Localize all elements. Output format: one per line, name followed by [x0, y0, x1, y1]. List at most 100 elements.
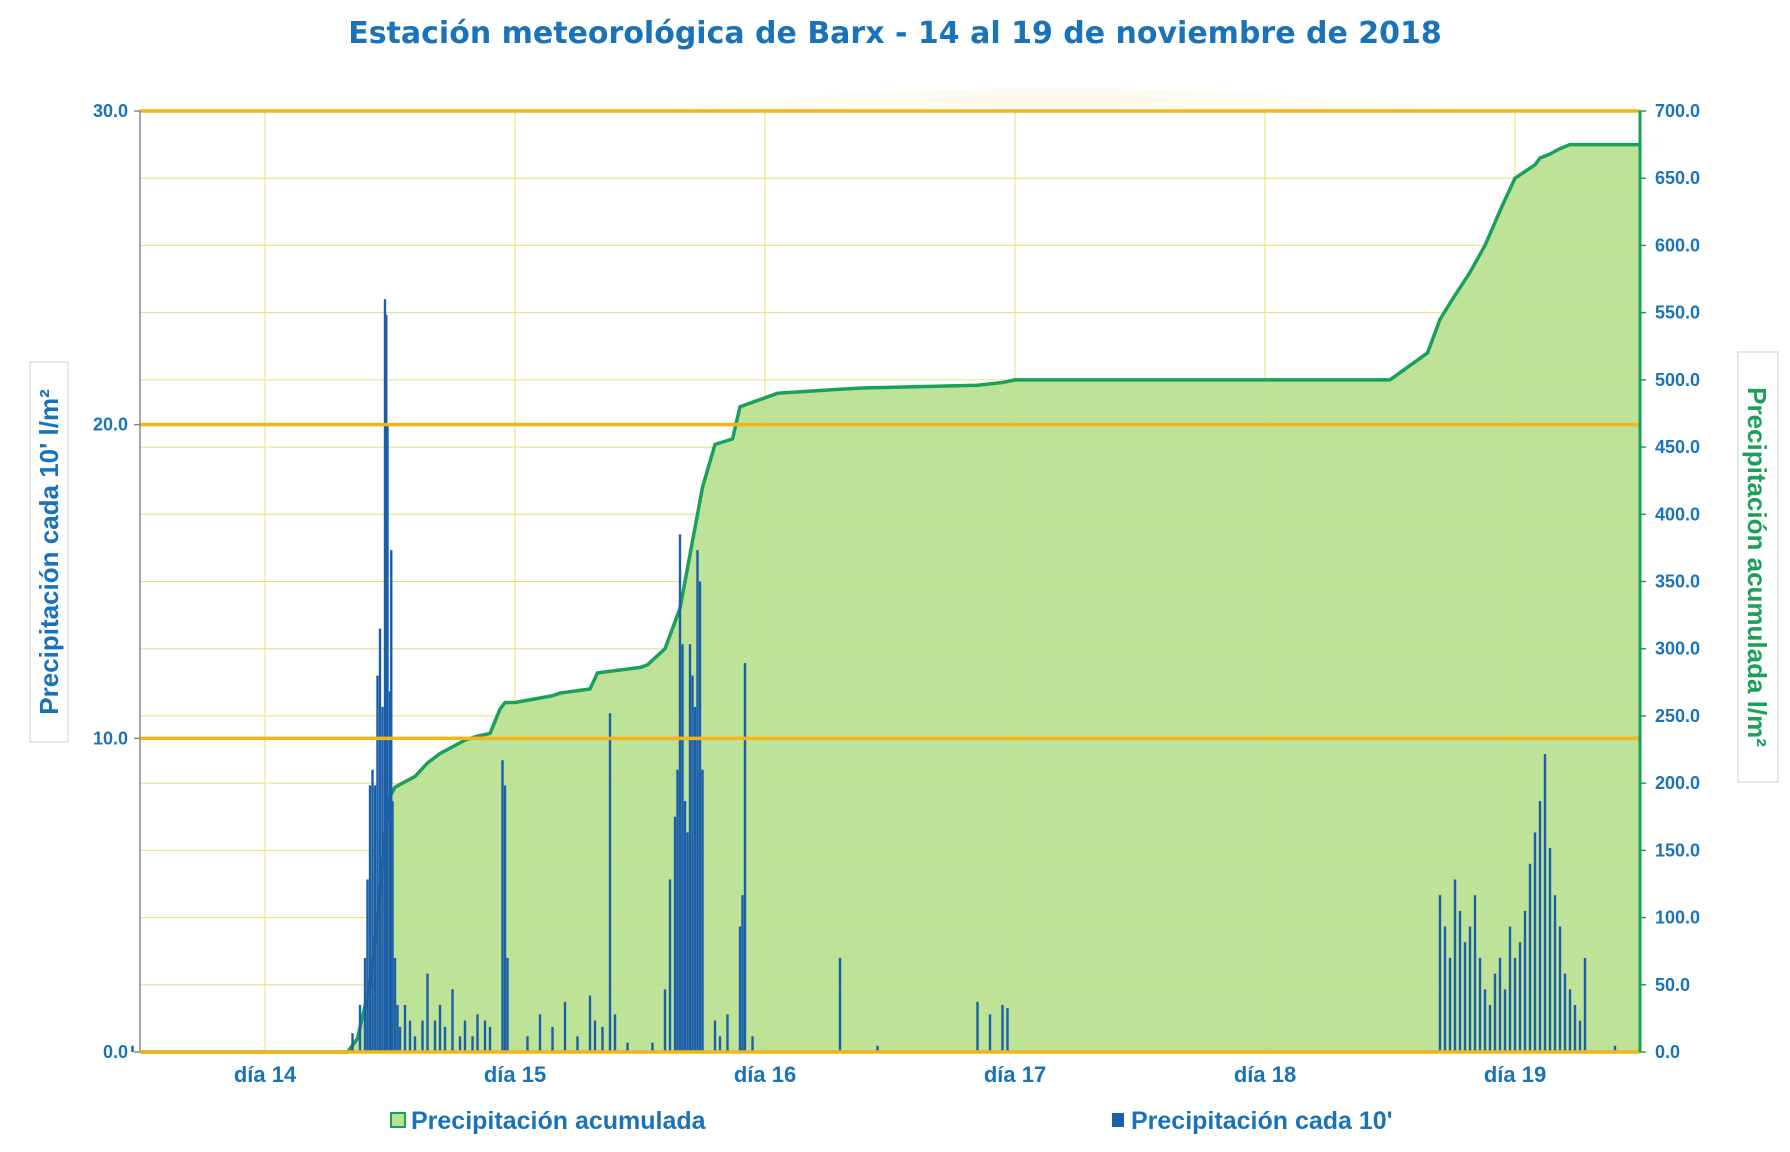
y-right-tick-label: 700.0 [1655, 101, 1700, 121]
precip-bar [396, 1004, 399, 1052]
precip-bar [1533, 832, 1537, 1052]
precip-bar [1458, 910, 1462, 1052]
precip-bar [726, 1014, 729, 1052]
precip-bar [683, 801, 687, 1052]
precip-bar [838, 957, 842, 1052]
precip-bar [363, 957, 367, 1052]
precip-bar [501, 760, 504, 1052]
precip-bar [1573, 1004, 1577, 1052]
precip-bar [1468, 926, 1472, 1052]
precip-bar [613, 1014, 617, 1052]
legend-label-accumulated: Precipitación acumulada [411, 1107, 707, 1135]
precip-bar [1548, 848, 1552, 1052]
y-right-tick-label: 400.0 [1655, 504, 1700, 524]
precip-bar [691, 675, 694, 1052]
precip-bar [391, 801, 394, 1052]
precip-bar [451, 989, 454, 1052]
precip-bar [503, 785, 507, 1052]
precip-bar [1513, 957, 1517, 1052]
precip-bar [1563, 973, 1567, 1052]
precip-bar [443, 1026, 447, 1052]
y-right-tick-label: 100.0 [1655, 908, 1700, 928]
cumulative-area-fill [140, 144, 1640, 1052]
precip-bar [988, 1014, 992, 1052]
y-right-tick-label: 300.0 [1655, 639, 1700, 659]
precip-bar [588, 995, 592, 1052]
precip-bar [383, 299, 387, 1052]
precip-bar [471, 1036, 474, 1052]
precip-bar [463, 1020, 467, 1052]
precip-bar [576, 1036, 579, 1052]
y-right-tick-label: 150.0 [1655, 840, 1700, 860]
y-left-tick-label: 10.0 [93, 728, 128, 748]
precip-bar [378, 628, 382, 1052]
precip-bar [1503, 989, 1507, 1052]
precip-bar [1488, 1004, 1492, 1052]
precip-bar [743, 663, 747, 1052]
precip-bar [693, 706, 697, 1052]
precip-bar [1448, 957, 1452, 1052]
precip-bar [1518, 942, 1522, 1052]
precip-bar [371, 769, 374, 1052]
y-left-tick-label: 20.0 [93, 415, 128, 435]
y-right-tick-label: 550.0 [1655, 303, 1700, 323]
precip-bar [368, 785, 372, 1052]
legend-swatch-ten-minute [1112, 1113, 1124, 1127]
precip-bar [1478, 957, 1482, 1052]
precip-bar [696, 550, 699, 1052]
precip-bar [701, 769, 704, 1052]
y-right-tick-label: 600.0 [1655, 235, 1700, 255]
legend-label-ten-minute: Precipitación cada 10' [1131, 1107, 1393, 1135]
y-left-axis-label: Precipitación cada 10' l/m² [34, 389, 64, 715]
precip-bar [1558, 926, 1562, 1052]
y-right-tick-label: 350.0 [1655, 572, 1700, 592]
precip-bar [698, 581, 702, 1052]
precip-bar [626, 1042, 629, 1052]
y-right-tick-label: 500.0 [1655, 370, 1700, 390]
precip-bar [398, 1026, 402, 1052]
precip-bar [563, 1001, 567, 1052]
precip-bar [1613, 1045, 1617, 1052]
left-axis-ticks: 0.0 10.0 20.0 30.0 [93, 101, 140, 1062]
y-left-tick-label: 30.0 [93, 101, 128, 121]
y-right-tick-label: 200.0 [1655, 773, 1700, 793]
legend-swatch-accumulated [390, 1112, 406, 1128]
precip-bar [1443, 926, 1447, 1052]
precip-bar [403, 1004, 407, 1052]
precip-bar [651, 1042, 654, 1052]
x-axis-ticks: día 14 día 15 día 16 día 17 día 18 día 19 [234, 1062, 1546, 1087]
precip-bar [526, 1036, 529, 1052]
precip-bar [1001, 1004, 1004, 1052]
precip-bar [408, 1020, 412, 1052]
precip-bar [718, 1036, 722, 1052]
x-tick-label: día 18 [1234, 1062, 1296, 1087]
precip-bar [1473, 895, 1477, 1052]
precip-bar [681, 644, 684, 1052]
precip-bar [1538, 801, 1542, 1052]
precip-bar [1523, 910, 1527, 1052]
precip-bar [438, 1004, 442, 1052]
x-tick-label: día 14 [234, 1062, 297, 1087]
x-tick-label: día 17 [984, 1062, 1046, 1087]
y-right-tick-label: 0.0 [1655, 1042, 1680, 1062]
precip-bar [976, 1001, 979, 1052]
precip-bar [1553, 895, 1557, 1052]
precip-bar [1508, 926, 1512, 1052]
precip-bar [373, 785, 377, 1052]
precip-bar [1528, 863, 1532, 1052]
precip-bar [1453, 879, 1457, 1052]
precip-bar [1578, 1020, 1582, 1052]
precip-bar [381, 706, 384, 1052]
y-right-tick-label: 450.0 [1655, 437, 1700, 457]
precip-bar [751, 1036, 754, 1052]
precip-bar [1498, 957, 1502, 1052]
precip-bar [366, 879, 369, 1052]
precip-bar [421, 1020, 424, 1052]
precip-bar [1568, 989, 1572, 1052]
right-axis-title-box: Precipitación acumulada l/m² [1737, 351, 1779, 783]
precip-bar [678, 534, 682, 1052]
left-axis-title-box: Precipitación cada 10' l/m² [29, 361, 69, 743]
precip-bar [131, 1045, 134, 1052]
x-tick-label: día 19 [1484, 1062, 1546, 1087]
